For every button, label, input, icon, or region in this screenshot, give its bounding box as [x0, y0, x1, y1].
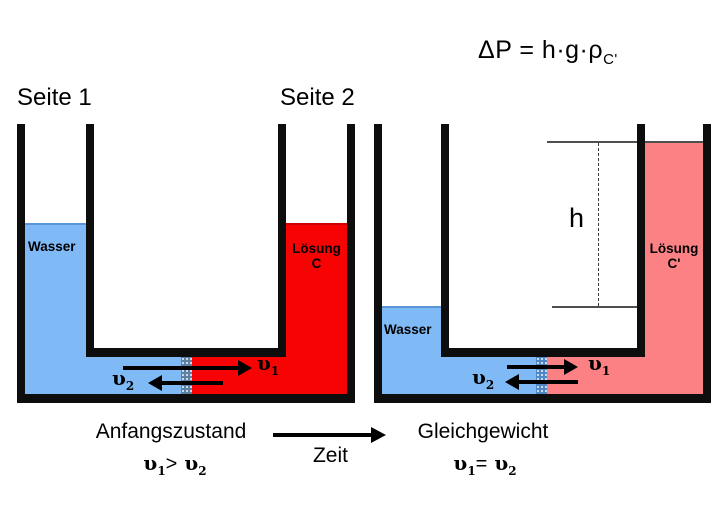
water-label: Wasser [28, 239, 76, 254]
flow-arrow-v1 [123, 366, 238, 370]
water-fill-column [25, 223, 86, 396]
solution-label-line1: Lösung [649, 241, 699, 256]
formula-text: ΔP = h·g·ρ [478, 36, 604, 64]
initial-relation: υ1> υ2 [143, 451, 207, 478]
relation-operator: > [165, 453, 178, 475]
equilibrium-relation: υ1= υ2 [453, 451, 517, 478]
height-top-line [547, 141, 703, 143]
time-label: Zeit [312, 444, 348, 467]
equilibrium-title: Gleichgewicht [417, 420, 549, 443]
rate-v1-label: υ1 [588, 351, 611, 378]
formula-subscript: C' [603, 51, 618, 68]
side-2-label: Seite 2 [280, 84, 355, 111]
pressure-formula: ΔP = h·g·ρC' [478, 36, 618, 68]
right-outer-wall [347, 124, 355, 403]
left-outer-wall [17, 124, 25, 403]
flow-arrow-v2-head-icon [505, 374, 519, 390]
time-arrow-head-icon [371, 427, 386, 443]
right-outer-wall [703, 124, 711, 403]
left-inner-wall [441, 124, 449, 357]
semipermeable-membrane [181, 357, 192, 394]
flow-arrow-v1-head-icon [564, 359, 578, 375]
height-bottom-line [552, 306, 640, 308]
outer-bottom-wall [17, 394, 355, 403]
left-outer-wall [374, 124, 382, 403]
side-1-label: Seite 1 [17, 84, 92, 111]
semipermeable-membrane [536, 357, 547, 394]
rate-v1-label: υ1 [257, 351, 280, 378]
solution-label: Lösung C' [645, 241, 703, 271]
water-fill-channel [86, 357, 181, 394]
solution-label: Lösung C [286, 241, 347, 271]
relation-operator: = [475, 453, 488, 475]
solution-label-line1: Lösung [292, 241, 341, 256]
outer-bottom-wall [374, 394, 711, 403]
right-inner-wall [637, 124, 645, 357]
flow-arrow-v1 [507, 365, 564, 369]
right-inner-wall [278, 124, 286, 357]
water-fill-column [382, 306, 441, 396]
flow-arrow-v2 [162, 381, 223, 385]
solution-fill-column [286, 223, 347, 396]
u-tube-equilibrium: h Wasser Lösung C' υ1 υ2 [374, 123, 711, 404]
left-inner-wall [86, 124, 94, 357]
height-label: h [569, 203, 585, 233]
flow-arrow-v1-head-icon [238, 360, 252, 376]
time-arrow [273, 433, 371, 437]
u-tube-initial: Wasser Lösung C υ1 υ2 [17, 123, 355, 404]
rate-v2-label: υ2 [472, 365, 495, 392]
flow-arrow-v2 [519, 380, 578, 384]
inner-bottom-wall [441, 348, 645, 357]
flow-arrow-v2-head-icon [148, 375, 162, 391]
water-label: Wasser [384, 322, 432, 337]
inner-bottom-wall [86, 348, 286, 357]
water-fill-channel [441, 357, 536, 394]
height-dashed-line [598, 143, 599, 306]
initial-state-title: Anfangszustand [95, 420, 247, 443]
rate-v2-label: υ2 [112, 366, 135, 393]
solution-label-line2: C' [667, 256, 681, 271]
solution-label-line2: C [311, 256, 322, 271]
